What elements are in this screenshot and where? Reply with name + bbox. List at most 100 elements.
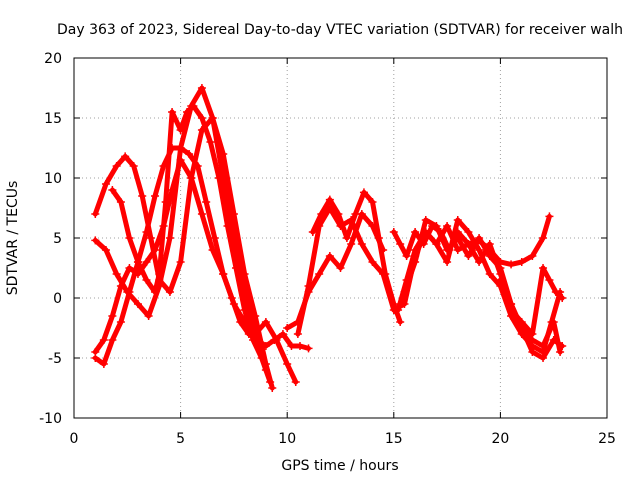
data-point-marker	[291, 378, 300, 386]
data-point-marker	[261, 318, 270, 326]
data-point-marker	[304, 344, 313, 353]
data-point-marker	[485, 252, 494, 260]
y-tick-label: 15	[44, 111, 62, 127]
data-point-marker	[443, 222, 452, 230]
data-point-marker	[197, 114, 206, 122]
data-point-marker	[165, 234, 174, 242]
y-tick-label: -10	[39, 411, 62, 427]
data-point-marker	[357, 240, 366, 248]
data-point-marker	[551, 288, 560, 296]
data-point-marker	[293, 330, 302, 338]
data-point-marker	[368, 258, 377, 266]
data-point-marker	[133, 300, 142, 308]
data-point-marker	[308, 228, 317, 236]
data-point-marker	[325, 204, 334, 212]
data-point-marker	[325, 252, 334, 260]
data-point-marker	[116, 198, 125, 206]
series-line-prn-l	[497, 265, 565, 337]
data-point-marker	[558, 342, 567, 350]
data-point-marker	[368, 198, 377, 206]
y-axis-title: SDTVAR / TECUs	[5, 181, 21, 296]
x-tick-label: 25	[598, 431, 616, 447]
data-point-marker	[249, 336, 258, 344]
series-group	[91, 84, 567, 392]
data-point-marker	[464, 228, 473, 236]
y-tick-label: 20	[44, 51, 62, 67]
data-point-marker	[99, 360, 108, 368]
data-point-marker	[155, 270, 164, 278]
data-point-marker	[270, 336, 279, 344]
data-point-marker	[359, 188, 368, 197]
data-point-marker	[193, 162, 202, 170]
data-point-marker	[197, 210, 206, 218]
data-point-marker	[208, 114, 217, 122]
data-point-marker	[151, 192, 160, 200]
axis-ticks	[73, 57, 608, 419]
data-point-marker	[336, 222, 345, 230]
data-point-marker	[121, 152, 130, 161]
data-point-marker	[116, 318, 125, 326]
data-point-marker	[176, 144, 185, 152]
y-tick-label: 10	[44, 171, 62, 187]
data-point-marker	[411, 258, 420, 266]
data-point-marker	[464, 240, 473, 248]
data-point-marker	[394, 306, 403, 314]
data-point-marker	[368, 222, 377, 230]
data-point-marker	[517, 258, 526, 266]
data-point-marker	[168, 108, 177, 116]
data-point-marker	[379, 270, 388, 278]
data-point-marker	[517, 318, 526, 326]
data-point-marker	[528, 252, 537, 260]
data-point-marker	[496, 264, 505, 272]
data-point-marker	[336, 264, 345, 272]
data-point-marker	[549, 336, 558, 344]
data-point-marker	[315, 270, 324, 278]
data-point-marker	[539, 354, 548, 362]
data-point-marker	[185, 150, 194, 158]
data-point-marker	[432, 222, 441, 230]
data-point-marker	[432, 240, 441, 248]
x-tick-label: 5	[176, 431, 185, 447]
data-point-marker	[496, 276, 505, 284]
data-point-marker	[257, 354, 266, 362]
chart-title: Day 363 of 2023, Sidereal Day-to-day VTE…	[57, 22, 623, 38]
data-point-marker	[539, 234, 548, 242]
data-point-marker	[400, 288, 409, 296]
data-point-marker	[161, 198, 170, 206]
data-point-marker	[176, 258, 185, 266]
data-point-marker	[547, 318, 556, 326]
data-point-marker	[453, 246, 462, 254]
data-point-marker	[144, 312, 153, 320]
x-tick-labels: 0 5 10 15 20 25	[70, 431, 616, 447]
data-point-marker	[123, 288, 132, 296]
data-point-marker	[91, 354, 100, 362]
data-point-marker	[475, 246, 484, 254]
data-point-marker	[464, 252, 473, 260]
data-point-marker	[142, 276, 151, 284]
data-point-marker	[125, 264, 134, 272]
data-point-marker	[475, 234, 484, 242]
data-point-marker	[556, 348, 565, 356]
data-point-marker	[347, 240, 356, 248]
data-point-marker	[342, 234, 351, 242]
data-point-marker	[91, 236, 100, 245]
data-point-marker	[138, 192, 147, 200]
x-axis-title: GPS time / hours	[281, 458, 398, 474]
data-point-marker	[108, 186, 117, 194]
data-point-marker	[507, 260, 516, 269]
data-point-marker	[236, 318, 245, 326]
data-point-marker	[545, 276, 554, 284]
data-point-marker	[347, 216, 356, 224]
data-point-marker	[411, 228, 420, 236]
y-tick-label: 0	[53, 291, 62, 307]
data-point-marker	[283, 360, 292, 368]
data-point-marker	[379, 246, 388, 254]
data-point-marker	[453, 234, 462, 242]
data-point-marker	[165, 288, 174, 296]
data-point-marker	[129, 162, 138, 170]
data-point-marker	[223, 222, 232, 230]
series-line-prn-b	[92, 157, 299, 385]
data-point-marker	[266, 378, 275, 386]
data-point-marker	[142, 258, 151, 266]
